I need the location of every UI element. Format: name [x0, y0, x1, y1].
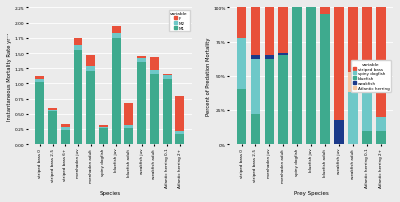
Bar — [175, 134, 184, 144]
Bar — [362, 131, 372, 144]
Bar — [35, 83, 44, 144]
Bar — [237, 90, 246, 144]
Bar — [124, 125, 133, 128]
Bar — [175, 132, 184, 134]
Bar — [251, 60, 260, 115]
Bar — [35, 80, 44, 83]
Bar — [376, 117, 386, 131]
Bar — [137, 63, 146, 144]
X-axis label: Species: Species — [99, 190, 120, 195]
Bar — [237, 38, 246, 90]
Bar — [362, 8, 372, 90]
Bar — [150, 71, 159, 74]
Legend: F, M2, M1: F, M2, M1 — [169, 11, 190, 32]
Bar — [334, 120, 344, 144]
Bar — [251, 56, 260, 60]
Bar — [137, 59, 146, 63]
Bar — [74, 39, 82, 46]
Bar — [320, 15, 330, 144]
Bar — [348, 93, 358, 144]
Bar — [48, 111, 57, 144]
X-axis label: Prey Species: Prey Species — [294, 190, 328, 195]
Bar — [376, 131, 386, 144]
Bar — [348, 72, 358, 93]
Bar — [376, 8, 386, 117]
Bar — [334, 8, 344, 120]
Bar — [124, 128, 133, 144]
Bar — [150, 74, 159, 144]
Bar — [150, 57, 159, 71]
Bar — [86, 67, 95, 72]
Bar — [362, 90, 372, 131]
Bar — [264, 60, 274, 144]
Legend: striped bass, spiny dogfish, bluefish, weakfish, Atlantic herring: striped bass, spiny dogfish, bluefish, w… — [351, 61, 391, 92]
Bar — [264, 8, 274, 56]
Bar — [292, 8, 302, 144]
Bar — [86, 56, 95, 67]
Bar — [278, 53, 288, 56]
Bar — [74, 51, 82, 144]
Bar — [163, 74, 172, 76]
Bar — [251, 8, 260, 56]
Bar — [61, 127, 70, 130]
Bar — [48, 109, 57, 110]
Y-axis label: Instantaneous Mortality Rate yr⁻¹: Instantaneous Mortality Rate yr⁻¹ — [7, 33, 12, 120]
Bar — [320, 8, 330, 15]
Bar — [61, 124, 70, 127]
Bar — [278, 56, 288, 144]
Y-axis label: Percent of Predation Mortality: Percent of Predation Mortality — [206, 37, 211, 116]
Bar — [163, 76, 172, 79]
Bar — [99, 129, 108, 144]
Bar — [306, 8, 316, 144]
Bar — [112, 26, 121, 34]
Bar — [278, 8, 288, 53]
Bar — [237, 8, 246, 38]
Bar — [348, 8, 358, 72]
Bar — [74, 46, 82, 51]
Bar — [86, 72, 95, 144]
Bar — [137, 57, 146, 59]
Bar — [48, 110, 57, 111]
Bar — [163, 79, 172, 144]
Bar — [99, 125, 108, 127]
Bar — [61, 130, 70, 144]
Bar — [112, 34, 121, 39]
Bar — [99, 127, 108, 129]
Bar — [264, 56, 274, 60]
Bar — [35, 77, 44, 80]
Bar — [251, 115, 260, 144]
Bar — [175, 97, 184, 132]
Bar — [124, 104, 133, 125]
Bar — [112, 39, 121, 144]
